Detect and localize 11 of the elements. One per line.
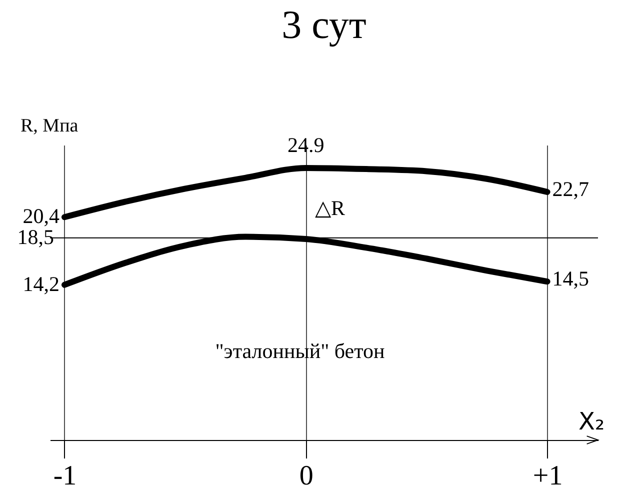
data-label: 24.9 bbox=[288, 132, 324, 157]
data-label: 14,2 bbox=[22, 272, 60, 296]
x-axis-title: X₂ bbox=[578, 408, 605, 436]
chart-title: 3 сут bbox=[282, 2, 366, 47]
x-tick-label: +1 bbox=[532, 460, 563, 492]
data-label: 14,5 bbox=[552, 266, 590, 291]
data-label: 22,7 bbox=[552, 176, 590, 201]
x-tick-label: 0 bbox=[299, 460, 314, 492]
annotation: △R bbox=[314, 196, 346, 220]
x-tick-label: -1 bbox=[53, 460, 77, 492]
y-axis-title: R, Мпа bbox=[20, 116, 79, 136]
